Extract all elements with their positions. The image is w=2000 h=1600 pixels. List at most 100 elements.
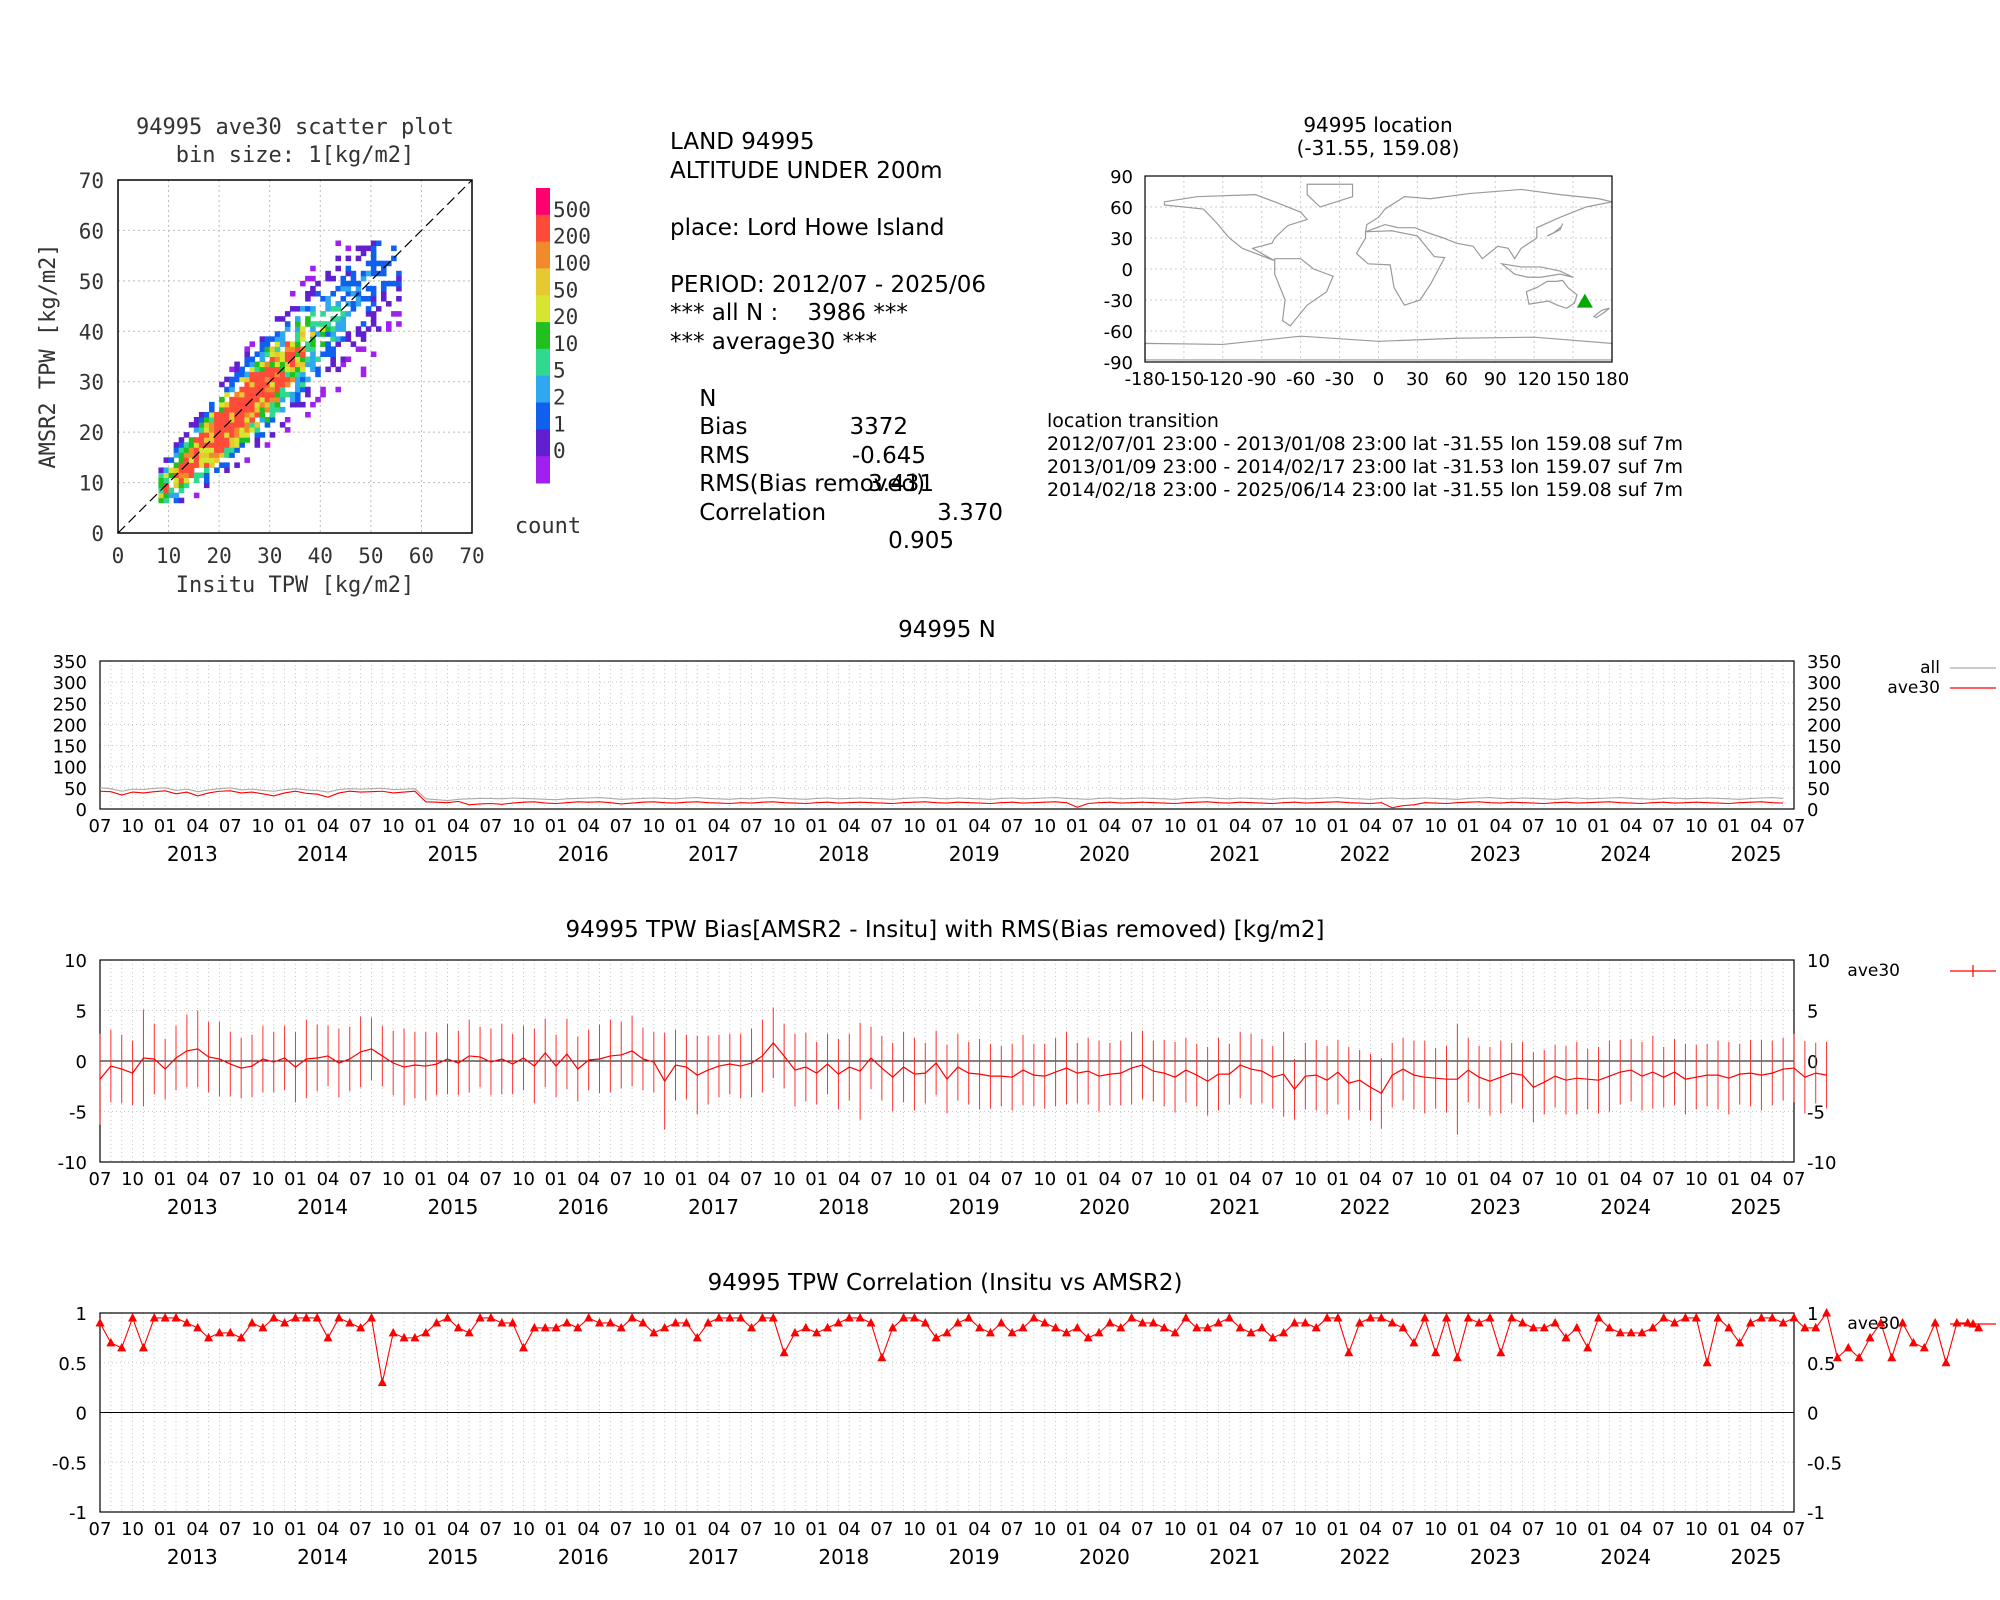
scatter-bin — [219, 437, 225, 443]
scatter-bin — [315, 331, 321, 337]
scatter-bin — [219, 411, 225, 418]
scatter-bin — [325, 301, 331, 307]
scatter-bin — [214, 457, 220, 463]
data-point — [1583, 1342, 1593, 1352]
data-point — [388, 1327, 398, 1337]
colorbar-label: 1 — [553, 412, 566, 436]
transition-line: 2013/01/09 23:00 - 2014/02/17 23:00 lat … — [1047, 456, 1684, 478]
scatter-bin — [219, 427, 225, 433]
data-point — [1637, 1327, 1647, 1337]
ytick-label: 5 — [76, 1002, 87, 1023]
data-point — [1898, 1317, 1908, 1327]
scatter-bin — [264, 346, 271, 352]
scatter-bin — [330, 306, 336, 312]
scatter-bin — [224, 391, 230, 398]
data-point — [953, 1317, 963, 1327]
scatter-bin — [183, 472, 190, 479]
data-point — [225, 1327, 235, 1337]
scatter-bin — [320, 311, 326, 317]
data-point — [432, 1317, 442, 1327]
scatter-bin — [279, 371, 286, 378]
year-label: 2015 — [427, 1545, 478, 1569]
month-tick-label: 04 — [1359, 1169, 1382, 1190]
month-tick-label: 01 — [675, 1169, 698, 1190]
data-point — [790, 1327, 800, 1337]
month-tick-label: 01 — [1196, 1519, 1219, 1540]
month-tick-label: 04 — [1229, 1519, 1252, 1540]
scatter-bin — [370, 240, 377, 247]
scatter-bin — [203, 457, 210, 463]
scatter-bin — [214, 442, 220, 448]
scatter-bin — [209, 406, 215, 413]
ytick-label-right: -0.5 — [1807, 1453, 1842, 1474]
data-point — [844, 1312, 854, 1322]
month-tick-label: 07 — [1392, 1519, 1415, 1540]
month-tick-label: 10 — [1424, 1169, 1447, 1190]
scatter-bin — [219, 422, 225, 428]
scatter-bin — [295, 316, 301, 322]
data-point — [1376, 1312, 1386, 1322]
scatter-bin — [264, 336, 271, 342]
month-tick-label: 07 — [1522, 816, 1545, 837]
data-point — [269, 1312, 279, 1322]
scatter-bin — [274, 346, 281, 352]
scatter-bin — [310, 321, 316, 327]
scatter-bin — [350, 341, 357, 347]
chart-title: 94995 TPW Bias[AMSR2 - Insitu] with RMS(… — [566, 917, 1325, 943]
ytick-label-right: 5 — [1807, 1002, 1818, 1023]
scatter-bin — [209, 427, 215, 433]
scatter-bin — [274, 356, 281, 363]
data-point — [996, 1317, 1006, 1327]
scatter-bin — [254, 422, 261, 428]
data-point — [725, 1312, 735, 1322]
scatter-bin — [269, 381, 276, 388]
data-point — [1192, 1322, 1202, 1332]
scatter-bin — [360, 250, 367, 257]
month-tick-label: 10 — [382, 1519, 405, 1540]
scatter-bin — [310, 331, 316, 337]
month-tick-label: 07 — [1001, 816, 1024, 837]
month-tick-label: 07 — [1783, 1519, 1806, 1540]
scatter-bin — [209, 447, 215, 453]
scatter-bin — [300, 356, 306, 363]
scatter-bin — [178, 442, 185, 448]
scatter-bin — [360, 321, 367, 327]
data-point — [508, 1317, 518, 1327]
scatter-bin — [229, 376, 235, 383]
scatter-bin — [259, 351, 266, 357]
scatter-bin — [234, 391, 240, 398]
scatter-bin — [224, 432, 230, 438]
map-xtick-label: -30 — [1325, 369, 1354, 390]
scatter-bin — [320, 386, 326, 393]
map-ytick-label: 90 — [1110, 167, 1133, 188]
month-tick-label: 10 — [1424, 1519, 1447, 1540]
scatter-frame — [117, 179, 473, 534]
month-tick-label: 10 — [1685, 1169, 1708, 1190]
data-point — [193, 1322, 203, 1332]
ytick-label: 100 — [53, 758, 87, 779]
month-tick-label: 10 — [121, 1519, 144, 1540]
data-point — [909, 1312, 919, 1322]
year-label: 2023 — [1470, 1195, 1521, 1219]
month-tick-label: 04 — [1489, 816, 1512, 837]
scatter-xtick-label: 10 — [156, 544, 181, 568]
scatter-bin — [320, 391, 326, 398]
scatter-bin — [264, 406, 271, 413]
scatter-bin — [234, 396, 240, 403]
month-tick-label: 10 — [1555, 1169, 1578, 1190]
scatter-bin — [300, 386, 306, 393]
month-tick-label: 07 — [1652, 1169, 1675, 1190]
scatter-bin — [340, 275, 347, 282]
scatter-bin — [295, 306, 301, 312]
month-tick-label: 04 — [317, 1519, 340, 1540]
scatter-bin — [375, 326, 382, 332]
series-line-ave30 — [99, 1311, 1979, 1383]
month-tick-label: 01 — [675, 816, 698, 837]
scatter-bin — [239, 417, 245, 423]
scatter-bin — [370, 245, 377, 252]
scatter-bin — [335, 306, 342, 312]
scatter-bin — [279, 316, 286, 322]
scatter-bin — [340, 316, 347, 322]
scatter-bin — [259, 432, 266, 438]
scatter-bin — [391, 280, 397, 287]
